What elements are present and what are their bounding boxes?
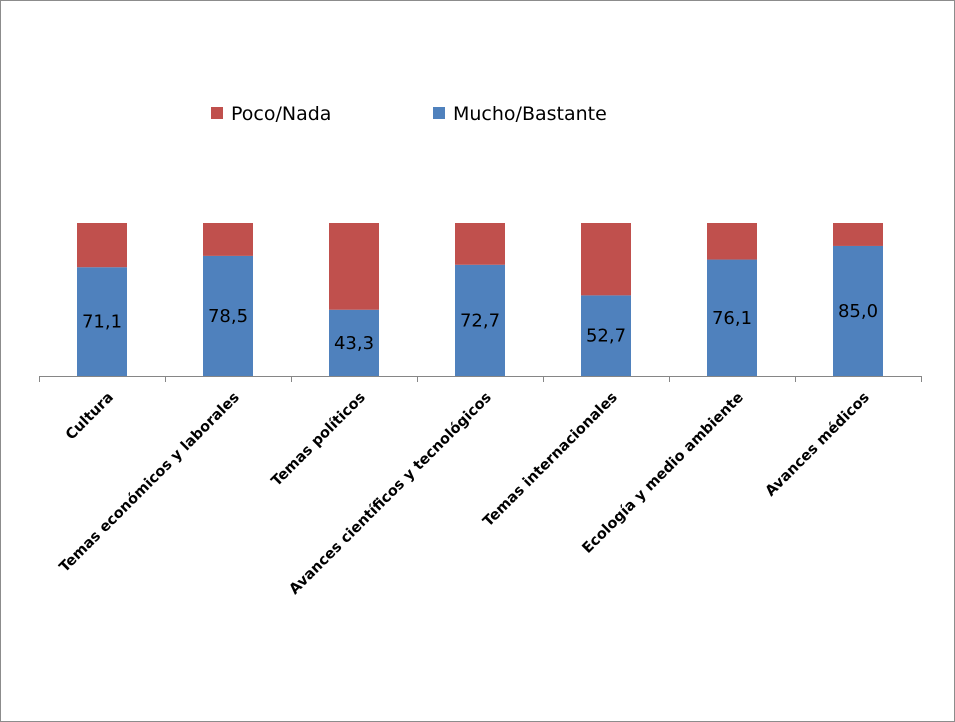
legend-swatch-poco-nada [211,107,223,119]
bar-mucho-bastante-7 [833,245,883,376]
data-labels: 71,1 78,5 43,3 72,7 52,7 76,1 85,0 [82,301,878,354]
bar-mucho-bastante-4 [455,264,505,376]
data-label-mucho-bastante-2: 78,5 [208,306,248,327]
bar-mucho-bastante-3 [329,309,379,376]
legend-label-mucho-bastante: Mucho/Bastante [453,103,607,125]
bar-poco-nada-3 [329,223,379,310]
legend-swatch-mucho-bastante [433,107,445,119]
bar-mucho-bastante-6 [707,259,757,376]
data-label-mucho-bastante-4: 72,7 [460,310,500,331]
x-tick-label-7: Avances médicos [763,390,873,500]
x-tick-label-4: Avances científicos y tecnológicos [287,390,495,598]
bar-poco-nada-7 [833,223,883,246]
bar-poco-nada-1 [77,223,127,268]
x-tick-label-5: Temas internacionales [480,390,621,531]
legend-label-poco-nada: Poco/Nada [231,103,331,125]
data-label-mucho-bastante-6: 76,1 [712,308,752,329]
bar-poco-nada-6 [707,223,757,260]
data-label-mucho-bastante-7: 85,0 [838,301,878,322]
bar-poco-nada-2 [203,223,253,256]
x-tick-label-3: Temas políticos [269,390,369,490]
legend: Poco/Nada Mucho/Bastante [211,103,607,125]
bar-poco-nada-4 [455,223,505,265]
x-axis [39,376,922,382]
data-label-mucho-bastante-1: 71,1 [82,312,122,333]
data-label-mucho-bastante-3: 43,3 [334,333,374,354]
x-tick-label-1: Cultura [63,390,117,444]
bar-mucho-bastante-5 [581,295,631,376]
bar-mucho-bastante-2 [203,255,253,376]
bar-mucho-bastante-1 [77,267,127,376]
data-label-mucho-bastante-5: 52,7 [586,326,626,347]
bar-poco-nada-5 [581,223,631,296]
bars [77,223,883,376]
